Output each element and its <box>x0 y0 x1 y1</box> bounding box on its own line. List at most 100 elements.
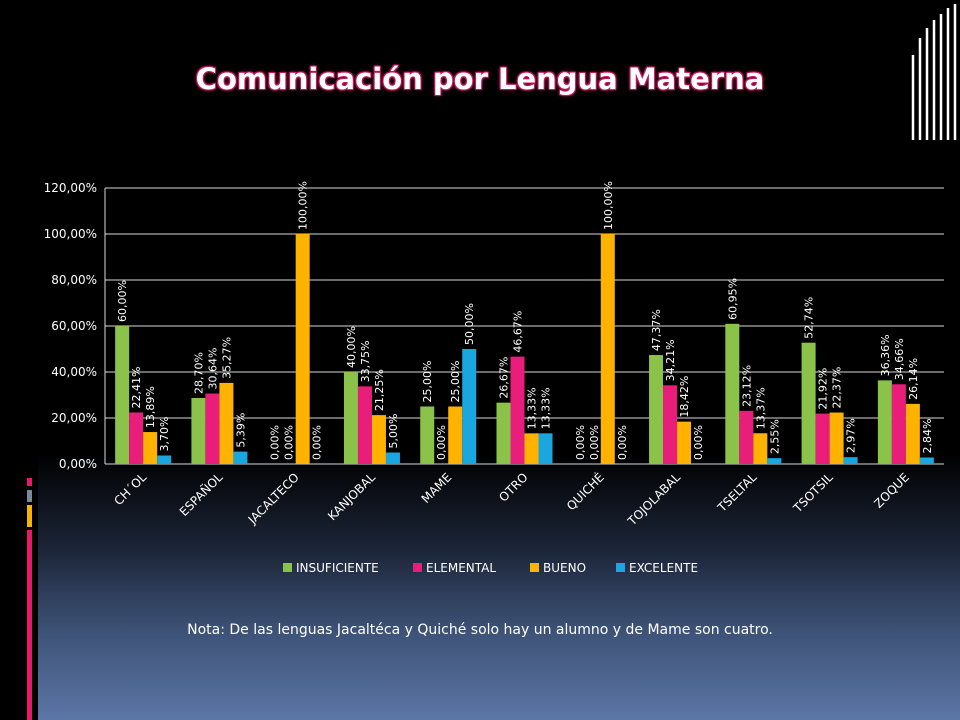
data-label: 40,00% <box>345 326 358 368</box>
bar-insuficiente <box>420 406 435 464</box>
bar-excelente <box>233 451 248 464</box>
legend-swatch-elemental <box>413 563 422 572</box>
footnote: Nota: De las lenguas Jacaltéca y Quiché … <box>187 622 773 638</box>
data-label: 28,70% <box>192 352 205 394</box>
bar-insuficiente <box>191 397 206 464</box>
data-label: 0,00% <box>574 425 587 460</box>
legend-label-excelente: EXCELENTE <box>629 561 698 575</box>
data-label: 100,00% <box>297 181 310 230</box>
top-right-decoration <box>911 4 957 140</box>
data-label: 47,37% <box>650 309 663 351</box>
data-label: 33,75% <box>359 340 372 382</box>
legend-label-insuficiente: INSUFICIENTE <box>296 561 379 575</box>
bar-insuficiente <box>877 380 892 464</box>
bar-bueno <box>143 432 158 464</box>
y-tick-label: 60,00% <box>51 319 97 333</box>
data-label: 21,92% <box>817 368 830 410</box>
bar-bueno <box>295 234 310 464</box>
bar-elemental <box>510 356 525 464</box>
bar-chart: 0,00% 20,00% 40,00% 60,00% 80,00% 100,00% 120,… <box>44 181 944 575</box>
data-label: 13,37% <box>754 387 767 429</box>
bar-excelente <box>919 457 934 464</box>
data-label: 22,41% <box>130 367 143 409</box>
data-label: 0,00% <box>435 425 448 460</box>
legend-swatch-excelente <box>616 563 625 572</box>
x-tick-label: TOJOLABAL <box>624 470 683 529</box>
data-label: 2,84% <box>921 419 934 454</box>
data-label: 36,36% <box>879 334 892 376</box>
bar-elemental <box>891 384 906 464</box>
y-tick-label: 40,00% <box>51 365 97 379</box>
legend-label-bueno: BUENO <box>543 561 586 575</box>
data-label: 34,21% <box>664 339 677 381</box>
bar-bueno <box>371 415 386 464</box>
x-tick-label: JACALTECO <box>245 470 302 527</box>
bar-excelente <box>157 455 172 464</box>
y-tick-label: 0,00% <box>59 457 97 471</box>
data-label: 50,00% <box>463 303 476 345</box>
data-label: 2,97% <box>845 418 858 453</box>
data-label: 60,95% <box>726 278 739 320</box>
bar-excelente <box>843 457 858 464</box>
x-tick-label: KANJOBAL <box>325 470 378 523</box>
legend-label-elemental: ELEMENTAL <box>426 561 496 575</box>
bar-excelente <box>462 349 477 464</box>
x-tick-label: QUICHÉ <box>563 470 607 514</box>
bar-bueno <box>448 406 463 464</box>
data-label: 13,89% <box>144 386 157 428</box>
bar-bueno <box>219 382 234 464</box>
x-tick-label: OTRO <box>496 470 530 504</box>
bar-elemental <box>739 410 754 464</box>
data-label: 35,27% <box>220 337 233 379</box>
data-label: 13,33% <box>540 387 553 429</box>
data-label: 52,74% <box>803 297 816 339</box>
bar-insuficiente <box>115 326 130 464</box>
bar-insuficiente <box>725 323 740 464</box>
bar-elemental <box>815 413 830 464</box>
data-label: 5,39% <box>234 413 247 448</box>
data-label: 26,67% <box>498 357 511 399</box>
data-label: 0,00% <box>692 425 705 460</box>
data-label: 26,14% <box>907 358 920 400</box>
deco-gold-block <box>27 505 32 527</box>
x-tick-label: ZOQUE <box>871 470 912 511</box>
data-label: 3,70% <box>158 417 171 452</box>
data-label: 2,55% <box>768 419 781 454</box>
data-label: 30,64% <box>206 348 219 390</box>
data-label: 21,25% <box>373 369 386 411</box>
bar-bueno <box>600 234 615 464</box>
data-label: 13,33% <box>526 387 539 429</box>
bar-elemental <box>663 385 678 464</box>
data-label: 23,12% <box>740 365 753 407</box>
data-label: 0,00% <box>588 425 601 460</box>
deco-gray-block <box>27 490 32 502</box>
bar-excelente <box>385 452 400 464</box>
bar-bueno <box>524 433 539 464</box>
bar-elemental <box>357 386 372 464</box>
data-label: 0,00% <box>616 425 629 460</box>
y-tick-label: 100,00% <box>44 227 97 241</box>
data-label: 25,00% <box>421 361 434 403</box>
deco-pink-tick <box>27 478 32 486</box>
bar-insuficiente <box>343 372 358 464</box>
y-tick-label: 20,00% <box>51 411 97 425</box>
data-label: 5,00% <box>387 414 400 449</box>
data-label: 0,00% <box>311 425 324 460</box>
bar-excelente <box>767 458 782 464</box>
y-tick-label: 80,00% <box>51 273 97 287</box>
x-tick-label: TSELTAL <box>714 470 759 515</box>
bar-insuficiente <box>649 355 664 464</box>
data-label: 22,37% <box>831 367 844 409</box>
data-label: 46,67% <box>512 311 525 353</box>
bar-bueno <box>753 433 768 464</box>
data-label: 60,00% <box>116 280 129 322</box>
x-tick-label: MAME <box>419 470 455 506</box>
x-tick-label: CH´OL <box>111 470 149 508</box>
bar-elemental <box>129 412 144 464</box>
x-tick-label: TSOTSIL <box>790 470 836 516</box>
data-label: 34,66% <box>893 338 906 380</box>
bar-bueno <box>829 412 844 464</box>
legend-swatch-insuficiente <box>283 563 292 572</box>
data-label: 18,42% <box>678 376 691 418</box>
bar-elemental <box>205 393 220 464</box>
